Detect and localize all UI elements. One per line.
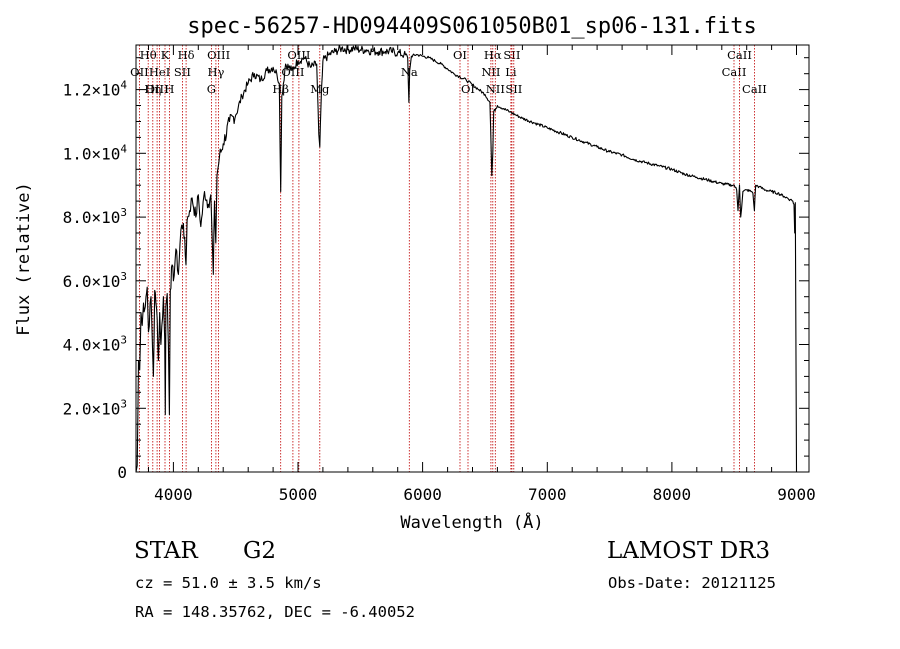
line-label-5: K xyxy=(161,48,170,62)
spectrum-line xyxy=(135,44,798,473)
y-tick-exponent: 3 xyxy=(120,206,127,219)
y-tick-exponent: 4 xyxy=(120,79,127,92)
y-tick-mantissa: 4.0×10 xyxy=(63,336,121,355)
y-tick-mantissa: 1.2×10 xyxy=(63,81,121,100)
redshift-velocity: cz = 51.0 ± 3.5 km/s xyxy=(135,574,322,592)
spectral-line-markers: OIIHθHηOIIIHeIKHSIIHδGHγOIIIHβOIIIOIIIMg… xyxy=(130,45,767,472)
x-tick-label: 5000 xyxy=(279,485,318,504)
axis-ticks: 4000 5000 6000 7000 8000 900002.0×1034.0×1036… xyxy=(63,45,816,504)
y-tick-mantissa: 6.0×10 xyxy=(63,272,121,291)
y-tick-exponent: 3 xyxy=(120,334,127,347)
chart-title: spec-56257-HD094409S061050B01_sp06-131.f… xyxy=(187,14,757,39)
object-type: STAR xyxy=(134,538,198,564)
y-tick-label: 2.0×103 xyxy=(63,397,127,418)
line-label-19: NII xyxy=(481,65,500,79)
line-label-9: G xyxy=(207,82,216,96)
line-label-0: OII xyxy=(130,65,149,79)
x-tick-label: 4000 xyxy=(154,485,193,504)
line-label-27: CaII xyxy=(742,82,767,96)
y-axis-label: Flux (relative) xyxy=(14,182,34,336)
y-tick-label: 1.2×104 xyxy=(63,79,128,100)
line-label-8: Hδ xyxy=(178,48,195,62)
survey-name: LAMOST DR3 xyxy=(607,538,771,564)
y-tick-label: 0 xyxy=(117,463,127,482)
y-tick-mantissa: 1.0×10 xyxy=(63,144,121,163)
spectrum-layer xyxy=(135,44,798,473)
line-label-3: OIII xyxy=(146,82,169,96)
line-label-15: Mg xyxy=(310,82,330,96)
line-label-12: Hβ xyxy=(272,82,289,96)
line-label-22: Li xyxy=(505,65,517,79)
y-tick-exponent: 4 xyxy=(120,142,127,155)
x-tick-label: 8000 xyxy=(653,485,692,504)
line-label-11: OIII xyxy=(207,48,230,62)
y-tick-exponent: 3 xyxy=(120,270,127,283)
line-label-14: OIII xyxy=(287,48,310,62)
line-label-10: Hγ xyxy=(207,65,224,79)
coordinates: RA = 148.35762, DEC = -6.40052 xyxy=(135,603,415,621)
y-tick-exponent: 3 xyxy=(120,397,127,410)
spectral-subclass: G2 xyxy=(243,538,277,564)
x-tick-label: 6000 xyxy=(403,485,442,504)
line-label-26: CaII xyxy=(727,48,752,62)
observation-date: Obs-Date: 20121125 xyxy=(608,574,776,592)
x-tick-label: 7000 xyxy=(528,485,567,504)
y-tick-label: 1.0×104 xyxy=(63,142,128,163)
line-label-1: Hθ xyxy=(140,48,157,62)
line-label-23: SII xyxy=(503,48,520,62)
line-label-18: OI xyxy=(461,82,475,96)
plot-frame xyxy=(135,44,810,473)
y-tick-mantissa: 2.0×10 xyxy=(63,399,121,418)
y-tick-label: 8.0×103 xyxy=(63,206,127,227)
line-label-25: CaII xyxy=(722,65,747,79)
y-tick-label: 6.0×103 xyxy=(63,270,127,291)
x-tick-label: 9000 xyxy=(777,485,816,504)
y-tick-label: 4.0×103 xyxy=(63,334,127,355)
line-label-4: HeI xyxy=(149,65,170,79)
y-tick-mantissa: 8.0×10 xyxy=(63,208,121,227)
line-label-17: OI xyxy=(453,48,467,62)
y-tick-mantissa: 0 xyxy=(117,463,127,482)
line-label-6: H xyxy=(164,82,174,96)
x-axis-label: Wavelength (Å) xyxy=(400,511,543,533)
line-label-20: Hα xyxy=(484,48,502,62)
line-label-21: NII xyxy=(486,82,505,96)
line-label-7: SII xyxy=(174,65,191,79)
line-label-24: SII xyxy=(505,82,522,96)
